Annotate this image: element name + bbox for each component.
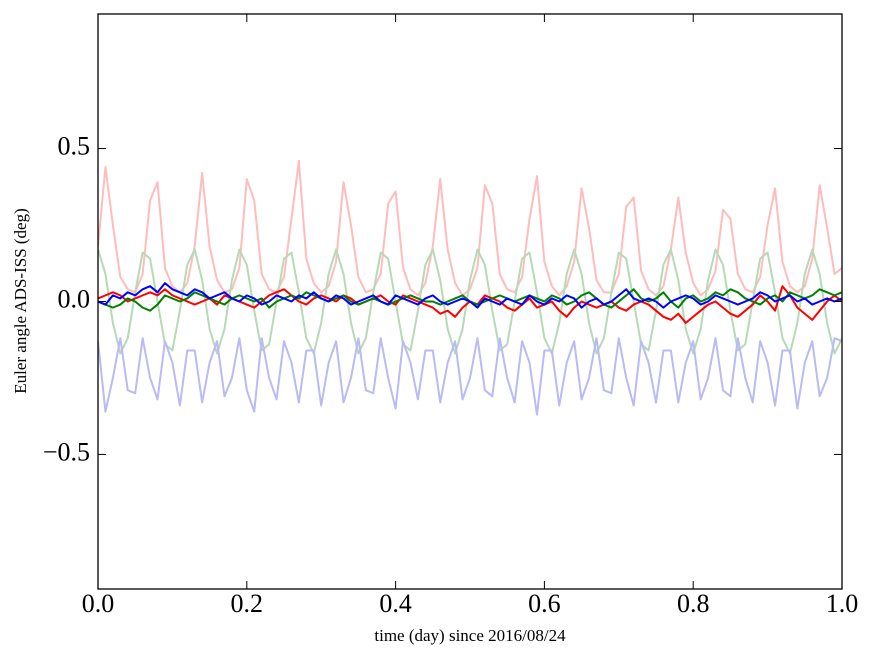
series-line bbox=[98, 159, 842, 297]
x-tick-label: 0.4 bbox=[379, 589, 412, 618]
x-tick-label: 0.2 bbox=[231, 589, 264, 618]
series-line bbox=[98, 337, 842, 416]
y-axis-label: Euler angle ADS-ISS (deg) bbox=[11, 208, 30, 394]
y-tick-label: −0.5 bbox=[43, 437, 90, 466]
x-tick-label: 0.0 bbox=[82, 589, 115, 618]
x-axis-label: time (day) since 2016/08/24 bbox=[374, 626, 566, 645]
y-tick-label: 0.0 bbox=[58, 284, 91, 313]
x-tick-label: 0.6 bbox=[528, 589, 561, 618]
y-tick-label: 0.5 bbox=[58, 132, 91, 161]
x-tick-label: 1.0 bbox=[826, 589, 859, 618]
x-tick-label: 0.8 bbox=[677, 589, 710, 618]
series-line bbox=[98, 248, 842, 355]
series-line bbox=[98, 282, 842, 309]
